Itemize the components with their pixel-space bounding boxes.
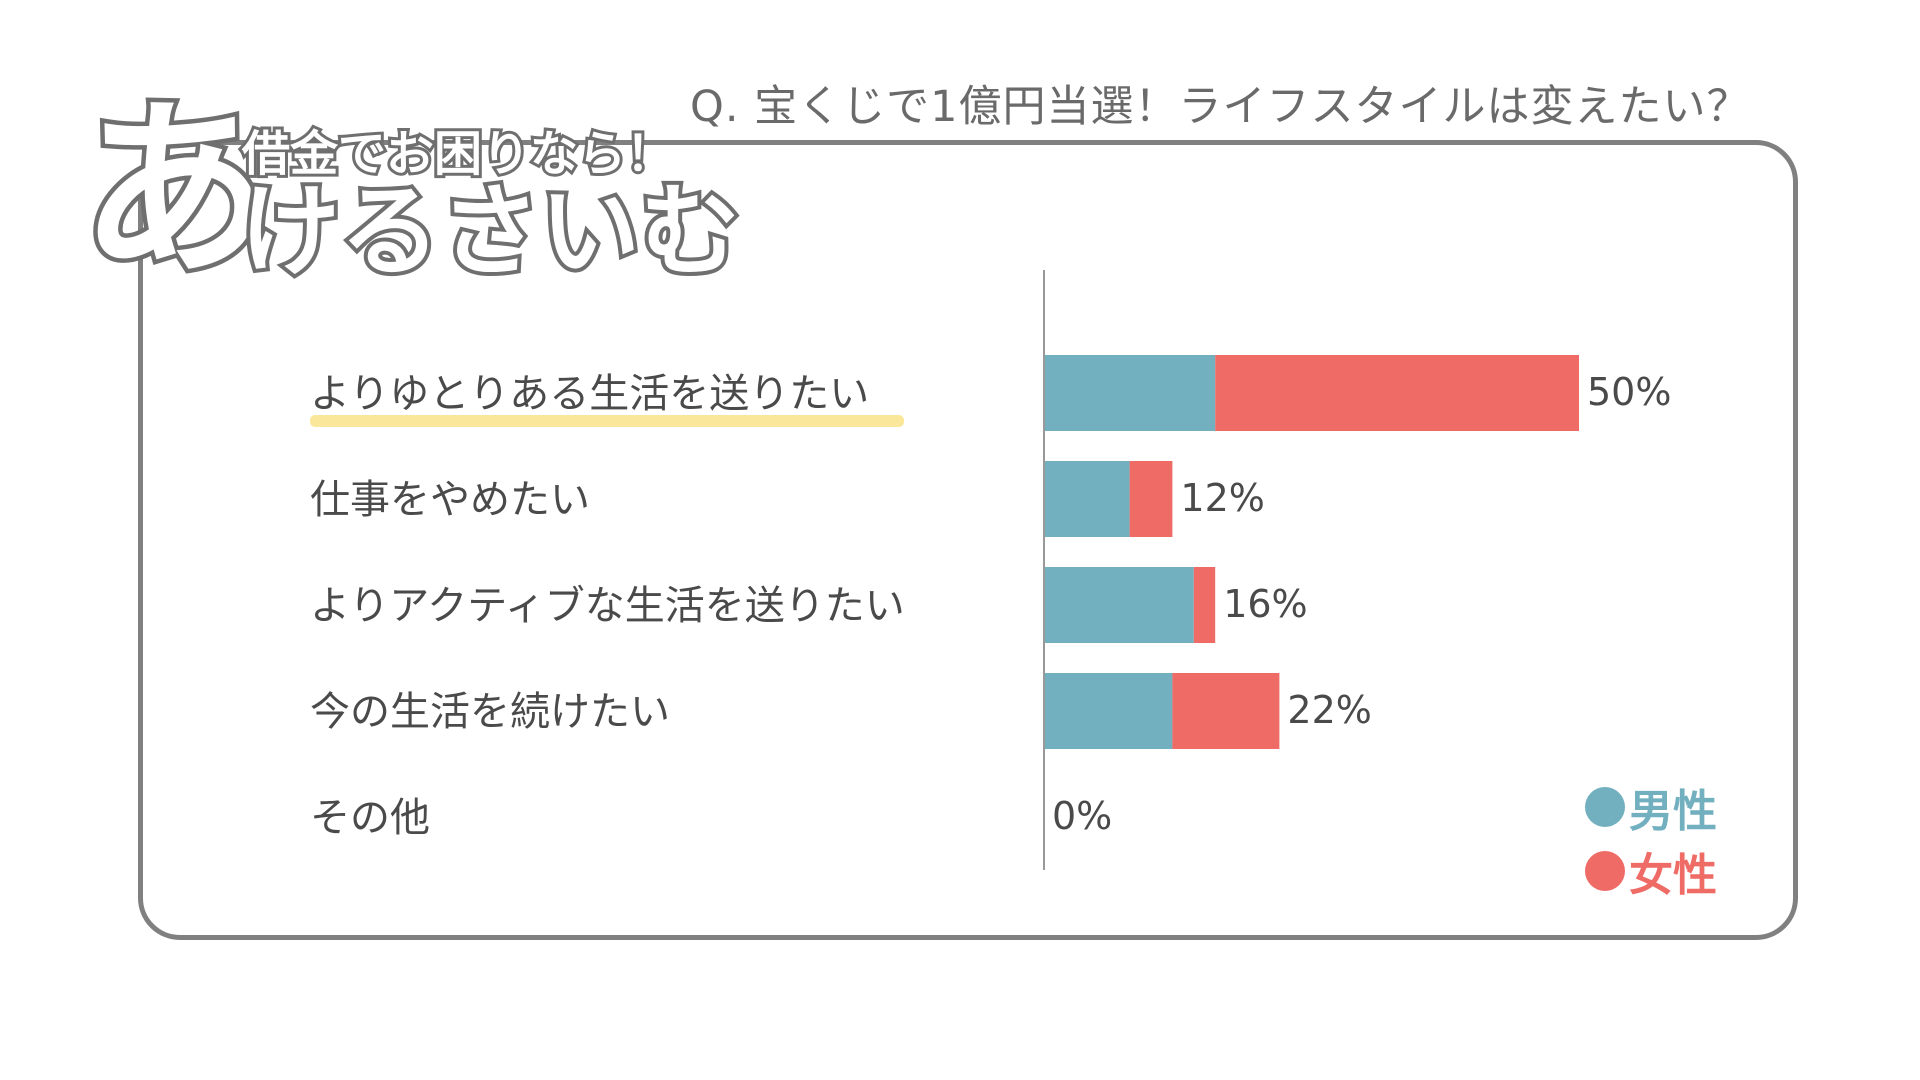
legend-label-male: 男性 (1629, 786, 1717, 837)
value-label: 50% (1587, 370, 1671, 414)
chart-frame (138, 140, 1798, 940)
logo-name: けるさいむ (236, 173, 744, 290)
legend-item-female: 女性 (1585, 839, 1717, 903)
value-label: 22% (1287, 688, 1371, 732)
bar-male (1044, 673, 1173, 749)
logo: あ 借金でお困りなら！ けるさいむ (75, 91, 744, 298)
bar-female (1172, 673, 1280, 749)
bar-male (1044, 355, 1216, 431)
legend-dot-female (1585, 851, 1625, 891)
category-label: よりゆとりある生活を送りたい (310, 371, 869, 417)
category-label: その他 (310, 795, 430, 841)
bar-female (1193, 567, 1216, 643)
bar-female (1215, 355, 1579, 431)
value-label: 16% (1223, 582, 1307, 626)
logo-tagline: 借金でお困りなら！ (239, 126, 677, 182)
category-label: 仕事をやめたい (310, 477, 590, 523)
logo-big-char: あ (75, 80, 274, 301)
category-label: 今の生活を続けたい (310, 689, 670, 735)
legend-dot-male (1585, 787, 1625, 827)
category-label: よりアクティブな生活を送りたい (310, 583, 905, 629)
label-highlight (310, 415, 904, 427)
legend-label-female: 女性 (1629, 850, 1717, 901)
legend-item-male: 男性 (1585, 775, 1717, 839)
bar-female (1129, 461, 1173, 537)
question-title: Q. 宝くじで1億円当選！ライフスタイルは変えたい？ (690, 82, 1751, 132)
bar-male (1044, 567, 1194, 643)
bar-male (1044, 461, 1130, 537)
value-label: 0% (1052, 794, 1112, 838)
value-label: 12% (1180, 476, 1264, 520)
legend: 男性 女性 (1585, 775, 1717, 903)
